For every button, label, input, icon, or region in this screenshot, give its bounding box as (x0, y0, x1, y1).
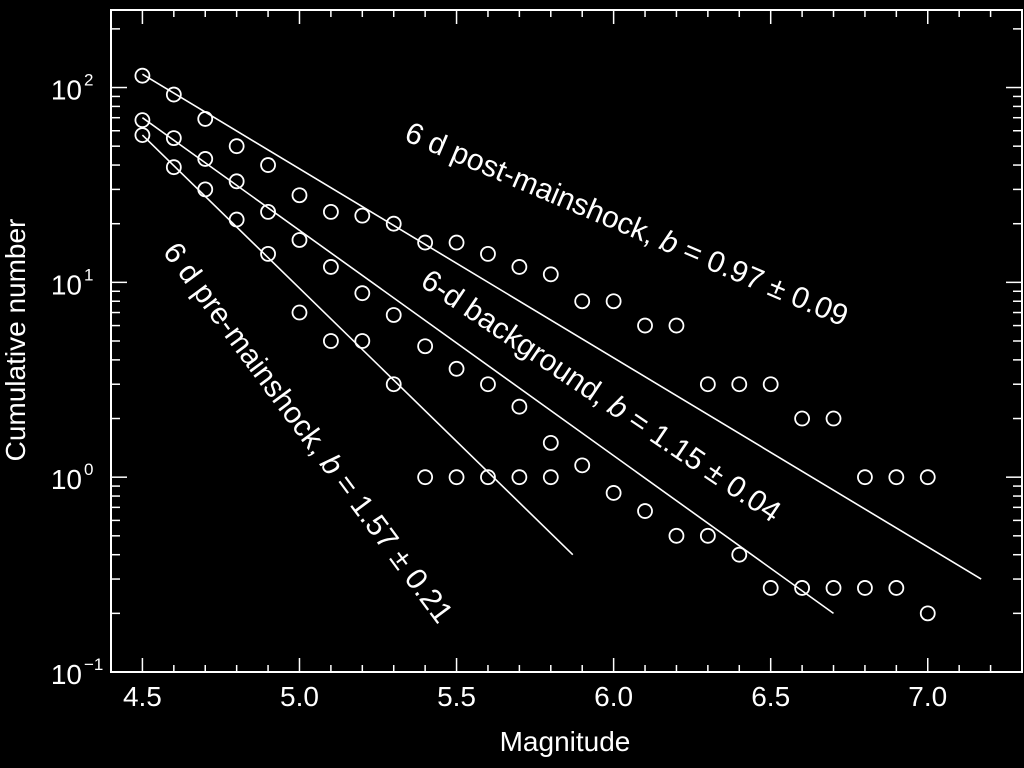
y-tick-exponent: 0 (84, 460, 93, 479)
y-tick-label: 10 (51, 75, 82, 106)
data-point-background (385, 307, 402, 323)
y-tick-label: 10 (51, 464, 82, 495)
data-point-pre (291, 304, 308, 321)
data-point-background (542, 434, 559, 451)
data-point-pre (228, 211, 245, 228)
data-point-post (825, 410, 842, 427)
y-tick-exponent: −1 (84, 655, 103, 674)
data-point-background (322, 259, 339, 275)
data-point-background (511, 398, 528, 415)
data-point-post (574, 293, 591, 310)
data-point-pre (354, 333, 371, 349)
data-point-background (857, 580, 873, 596)
data-point-pre (385, 376, 402, 393)
data-point-post (511, 259, 528, 275)
data-point-post (448, 234, 465, 251)
data-point-pre (134, 127, 151, 143)
data-point-post (542, 266, 559, 283)
x-tick-label: 6.5 (751, 681, 790, 712)
axis-ticks (110, 10, 1023, 673)
y-axis-label: Cumulative number (0, 219, 31, 462)
data-point-pre (197, 181, 214, 198)
data-point-post (857, 469, 873, 486)
data-point-post (637, 317, 653, 334)
data-point-background (919, 605, 936, 622)
data-point-background (668, 527, 685, 544)
data-point-pre (511, 469, 528, 486)
data-point-pre (448, 469, 465, 486)
data-point-post (228, 138, 245, 155)
data-point-pre (260, 245, 276, 262)
data-point-background (480, 376, 496, 393)
data-point-background (197, 151, 214, 167)
data-point-background (291, 232, 308, 248)
x-tick-label: 5.0 (280, 681, 319, 712)
x-tick-label: 4.5 (123, 681, 162, 712)
x-tick-label: 6.0 (594, 681, 633, 712)
data-point-pre (542, 469, 559, 486)
data-point-background (699, 527, 716, 544)
data-point-post (731, 376, 748, 393)
data-point-post (605, 293, 622, 310)
data-point-post (134, 67, 151, 84)
x-tick-label: 7.0 (908, 681, 947, 712)
y-tick-label: 10 (51, 269, 82, 300)
y-tick-exponent: 2 (84, 71, 93, 90)
data-point-post (197, 111, 214, 127)
data-point-post (291, 187, 308, 204)
x-axis-label: Magnitude (500, 726, 631, 757)
x-tick-labels: 4.5 5.0 5.5 6.0 6.5 7.0 (123, 681, 947, 712)
data-point-background (574, 457, 591, 474)
data-point-pre (480, 469, 496, 486)
data-point-post (385, 215, 402, 232)
data-point-background (165, 130, 182, 147)
data-point-background (228, 173, 245, 190)
data-point-post (919, 469, 936, 486)
data-point-background (448, 360, 465, 377)
data-point-background (825, 580, 842, 596)
data-point-post (888, 469, 905, 486)
fit-line-post (142, 73, 982, 580)
data-point-post (354, 207, 371, 224)
data-point-pre (322, 333, 339, 349)
data-point-post (417, 234, 434, 251)
data-point-background (134, 112, 151, 129)
data-point-post (480, 245, 496, 262)
fit-line-background (141, 117, 834, 615)
data-point-background (637, 503, 653, 519)
data-point-background (260, 203, 276, 220)
data-point-post (260, 157, 276, 173)
y-tick-exponent: 1 (84, 265, 93, 284)
data-point-post (699, 376, 716, 393)
data-point-background (762, 580, 779, 596)
x-tick-label: 5.5 (437, 681, 476, 712)
data-point-post (762, 376, 779, 393)
data-point-pre (165, 159, 182, 176)
data-point-post (322, 203, 339, 220)
data-point-pre (417, 469, 434, 486)
data-point-background (354, 285, 371, 302)
data-point-background (605, 485, 622, 501)
data-point-post (668, 317, 685, 334)
data-point-post (165, 86, 182, 103)
data-point-background (794, 580, 811, 596)
y-tick-label: 10 (51, 659, 82, 690)
data-point-background (417, 338, 434, 355)
data-point-background (888, 580, 905, 596)
data-points (134, 67, 936, 622)
data-point-post (794, 410, 811, 427)
data-point-background (731, 546, 748, 563)
